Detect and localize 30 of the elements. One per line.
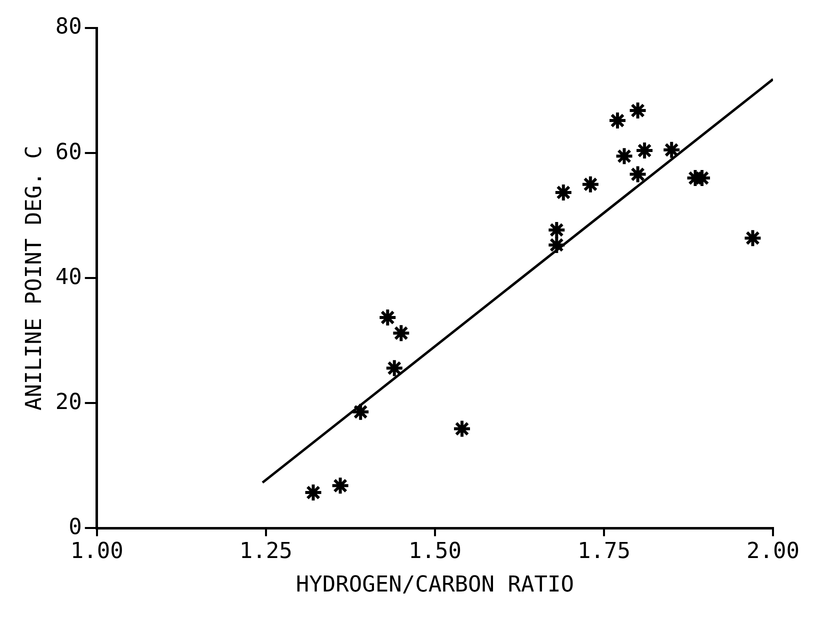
point xyxy=(547,220,566,240)
point xyxy=(628,164,648,184)
point xyxy=(392,324,411,343)
x-tick-label: 1.25 xyxy=(239,539,292,564)
y-tick-label: 40 xyxy=(55,264,82,290)
point xyxy=(378,308,398,327)
x-axis-title: HYDROGEN/CARBON RATIO xyxy=(296,572,574,598)
y-tick-label: 80 xyxy=(55,14,82,40)
point xyxy=(635,141,654,160)
point xyxy=(330,476,350,496)
y-tick-label: 20 xyxy=(55,390,82,415)
point xyxy=(384,358,404,378)
point xyxy=(743,228,762,248)
point xyxy=(547,235,566,254)
y-tick-label: 0 xyxy=(68,514,82,540)
point xyxy=(304,483,323,502)
x-tick-label: 1.00 xyxy=(70,539,124,564)
x-tick-label: 2.00 xyxy=(746,539,800,564)
x-tick-label: 1.50 xyxy=(408,539,462,564)
point xyxy=(614,146,634,166)
point xyxy=(608,111,627,130)
point xyxy=(452,419,472,438)
y-axis-title: ANILINE POINT DEG. C xyxy=(22,146,47,411)
point xyxy=(554,182,573,202)
x-tick-label: 1.75 xyxy=(577,539,630,564)
y-tick-label: 60 xyxy=(55,140,82,165)
point xyxy=(662,140,682,160)
point xyxy=(580,174,600,194)
point xyxy=(351,402,370,422)
point xyxy=(628,101,648,120)
